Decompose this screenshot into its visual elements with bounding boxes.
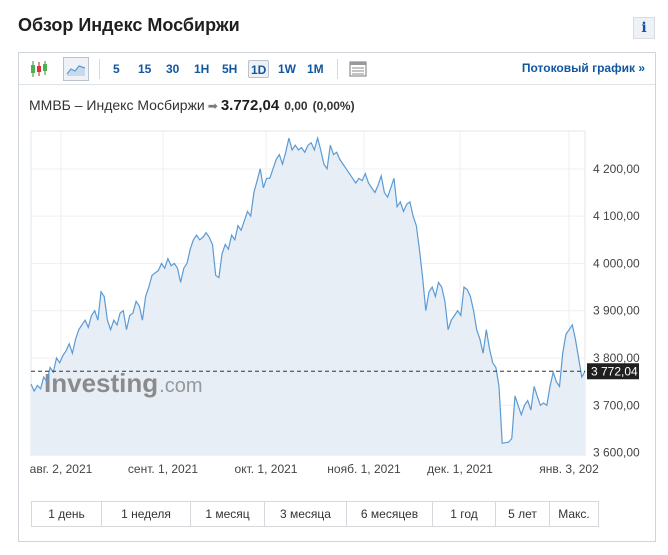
watermark-brand: Investing — [44, 368, 158, 398]
last-price-tag-label: 3 772,04 — [591, 364, 638, 378]
watermark-suffix: .com — [159, 375, 202, 397]
timeframe-5[interactable]: 5 — [113, 62, 120, 76]
timeframe-5h[interactable]: 5H — [222, 62, 238, 76]
info-button[interactable]: i — [633, 17, 655, 39]
x-tick-label: дек. 1, 2021 — [427, 462, 493, 476]
x-tick-label: авг. 2, 2021 — [30, 462, 93, 476]
price-area-fill — [31, 138, 585, 455]
double-chevron-right-icon: » — [638, 61, 645, 75]
period-1-week[interactable]: 1 неделя — [102, 502, 191, 526]
period-selector: 1 день 1 неделя 1 месяц 3 месяца 6 месяц… — [31, 501, 599, 527]
area-chart-icon[interactable] — [63, 57, 89, 81]
candlestick-chart-icon[interactable] — [27, 57, 51, 81]
last-price: 3.772,04 — [220, 97, 280, 114]
arrow-right-icon: ➡ — [207, 99, 218, 113]
period-5-years[interactable]: 5 лет — [496, 502, 550, 526]
y-tick-label: 3 800,00 — [593, 351, 640, 365]
price-chart[interactable]: Investing .com 4 200,00 4 100,00 4 000,00 3… — [19, 53, 655, 493]
streaming-chart-link[interactable]: Потоковый график » — [521, 61, 645, 75]
x-axis: авг. 2, 2021 сент. 1, 2021 окт. 1, 2021 ноя… — [30, 462, 599, 476]
x-tick-label: окт. 1, 2021 — [235, 462, 298, 476]
x-tick-label: янв. 3, 202 — [539, 462, 599, 476]
timeframe-1w[interactable]: 1W — [278, 62, 296, 76]
period-1-month[interactable]: 1 месяц — [191, 502, 265, 526]
x-tick-label: сент. 1, 2021 — [128, 462, 198, 476]
timeframe-15[interactable]: 15 — [138, 62, 152, 76]
table-view-icon[interactable] — [346, 57, 370, 81]
chart-widget: 5 15 30 1H 5H 1D 1W 1M Потоковый график … — [18, 52, 656, 542]
page-title: Обзор Индекс Мосбиржи — [18, 15, 240, 35]
y-tick-label: 4 200,00 — [593, 162, 640, 176]
y-tick-label: 4 000,00 — [593, 256, 640, 270]
price-line — [30, 135, 586, 444]
y-tick-label: 4 100,00 — [593, 209, 640, 223]
y-tick-label: 3 900,00 — [593, 304, 640, 318]
y-axis: 4 200,00 4 100,00 4 000,00 3 900,00 3 800,00… — [593, 162, 640, 460]
instrument-name: ММВБ – Индекс Мосбиржи — [29, 97, 205, 113]
period-3-months[interactable]: 3 месяца — [265, 502, 347, 526]
period-max[interactable]: Макс. — [550, 502, 598, 526]
last-price-tag: 3 772,04 — [587, 363, 639, 380]
chart-area: Investing .com 4 200,00 4 100,00 4 000,00 3… — [19, 53, 655, 498]
period-1-year[interactable]: 1 год — [433, 502, 496, 526]
y-tick-label: 3 600,00 — [593, 446, 640, 460]
price-change-percent: (0,00%) — [312, 99, 355, 113]
last-price-tag-bg — [587, 363, 639, 380]
x-tick-label: нояб. 1, 2021 — [327, 462, 401, 476]
period-6-months[interactable]: 6 месяцев — [347, 502, 433, 526]
investing-watermark: Investing .com — [44, 368, 202, 398]
timeframe-1m[interactable]: 1M — [307, 62, 324, 76]
y-tick-label: 3 700,00 — [593, 398, 640, 412]
period-1-day[interactable]: 1 день — [32, 502, 102, 526]
timeframe-1d[interactable]: 1D — [248, 60, 270, 78]
timeframe-30[interactable]: 30 — [166, 62, 180, 76]
timeframe-1h[interactable]: 1H — [194, 62, 210, 76]
price-change: 0,00 — [284, 99, 308, 113]
quote-line: ММВБ – Индекс Мосбиржи ➡ 3.772,04 0,00 (0,00… — [29, 97, 355, 114]
chart-toolbar: 5 15 30 1H 5H 1D 1W 1M Потоковый график … — [19, 53, 655, 85]
